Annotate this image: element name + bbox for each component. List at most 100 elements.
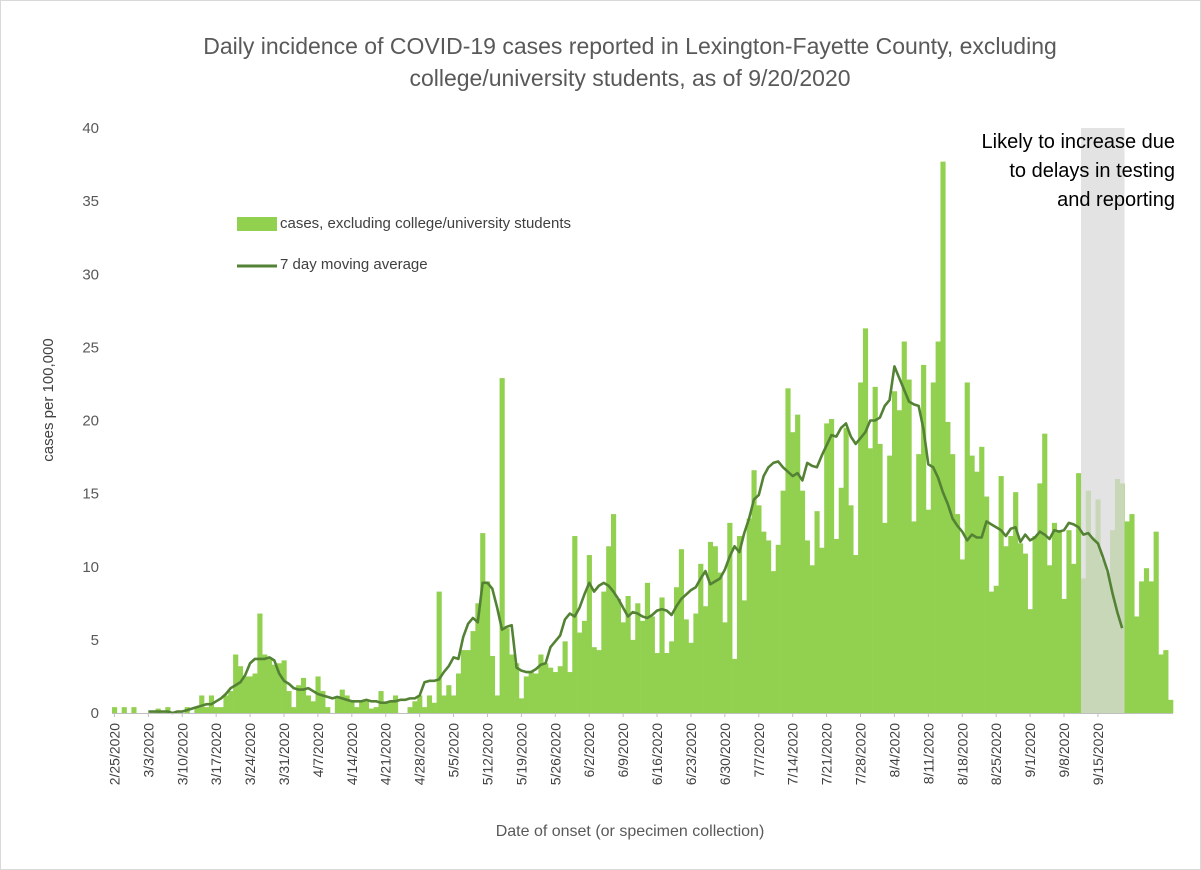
x-tick-label: 6/9/2020 xyxy=(615,723,631,778)
cases-bar xyxy=(1061,598,1067,713)
cases-bar xyxy=(131,707,137,713)
cases-bar xyxy=(204,707,210,713)
cases-bar xyxy=(988,591,995,713)
cases-bar xyxy=(586,555,592,713)
cases-bar xyxy=(945,421,951,713)
cases-bar xyxy=(213,707,219,713)
cases-bar xyxy=(974,471,980,713)
cases-bar xyxy=(877,443,883,713)
cases-bar xyxy=(1047,565,1053,713)
cases-bar xyxy=(780,490,786,713)
cases-bar xyxy=(625,596,631,713)
cases-bar xyxy=(1042,433,1048,713)
cases-bar xyxy=(630,639,636,714)
delay-shaded-region xyxy=(1080,128,1125,713)
moving-average-line xyxy=(148,365,1124,715)
x-tick-label: 4/28/2020 xyxy=(412,723,428,785)
chart-title: Daily incidence of COVID-19 cases report… xyxy=(120,30,1140,94)
cases-bar xyxy=(766,540,772,713)
cases-bar xyxy=(785,388,791,713)
legend-swatch-bar xyxy=(237,217,277,231)
cases-bar xyxy=(1158,654,1164,713)
cases-bar xyxy=(1163,650,1169,713)
cases-bar xyxy=(223,695,229,713)
cases-bar xyxy=(838,487,844,713)
x-tick-label: 6/23/2020 xyxy=(683,723,699,785)
cases-bar xyxy=(543,663,549,713)
cases-bar xyxy=(930,382,936,713)
cases-bar xyxy=(906,379,912,713)
cases-bar xyxy=(804,540,810,713)
cases-bar xyxy=(485,581,491,714)
cases-bar xyxy=(518,698,525,714)
cases-bar xyxy=(509,654,515,713)
cases-bar xyxy=(591,647,597,713)
cases-bar xyxy=(954,514,961,713)
cases-bar xyxy=(528,672,534,713)
cases-bar xyxy=(969,455,975,713)
cases-bar xyxy=(504,628,510,713)
y-tick-label: 25 xyxy=(82,339,99,356)
cases-bar xyxy=(887,455,893,713)
cases-bar xyxy=(305,695,311,713)
cases-bar xyxy=(291,707,297,713)
moving-average-line-layer xyxy=(148,365,1124,715)
y-tick-label: 10 xyxy=(82,559,99,576)
cases-bar xyxy=(281,660,287,713)
y-tick-label: 15 xyxy=(82,486,99,503)
cases-bar xyxy=(296,685,302,713)
cases-bar xyxy=(1013,492,1019,713)
cases-bar xyxy=(242,676,248,713)
cases-bar xyxy=(601,591,607,713)
cases-bar xyxy=(581,620,588,713)
cases-bar xyxy=(393,695,399,713)
cases-bar xyxy=(722,622,728,713)
y-tick-label: 20 xyxy=(82,413,99,430)
cases-bar xyxy=(746,518,752,713)
x-tick-label: 8/18/2020 xyxy=(954,723,970,785)
y-tick-label: 0 xyxy=(91,705,99,722)
cases-bar xyxy=(683,619,689,713)
cases-bar xyxy=(698,563,704,713)
y-tick-label: 30 xyxy=(82,266,99,283)
y-axis-label: cases per 100,000 xyxy=(40,338,57,462)
x-tick-label: 4/14/2020 xyxy=(344,723,360,785)
legend-label-moving-average: 7 day moving average xyxy=(280,256,428,273)
cases-bar xyxy=(659,597,665,713)
cases-bar xyxy=(853,555,859,713)
cases-bar xyxy=(334,698,340,714)
legend-label-cases: cases, excluding college/university stud… xyxy=(280,215,571,232)
cases-bar xyxy=(218,707,224,713)
cases-bar xyxy=(751,470,757,713)
x-tick-label: 3/17/2020 xyxy=(208,723,224,785)
cases-bar xyxy=(407,707,413,713)
x-tick-label: 7/14/2020 xyxy=(785,723,801,785)
x-tick-label: 9/8/2020 xyxy=(1056,723,1072,778)
cases-bar xyxy=(1148,581,1154,714)
cases-bar xyxy=(112,707,118,713)
cases-bar xyxy=(635,603,641,713)
cases-bar xyxy=(761,531,767,713)
cases-bar xyxy=(359,701,365,713)
cases-bar xyxy=(286,691,292,713)
cases-bar xyxy=(707,541,714,713)
x-tick-label: 5/12/2020 xyxy=(479,723,495,785)
cases-bar xyxy=(354,707,360,713)
legend-swatch-line xyxy=(237,264,277,268)
cases-bar xyxy=(799,490,806,713)
cases-bar xyxy=(320,691,326,713)
cases-bar xyxy=(494,695,500,713)
cases-bar xyxy=(872,386,878,713)
x-tick-label: 9/15/2020 xyxy=(1090,723,1106,785)
y-tick-label: 40 xyxy=(82,120,99,137)
cases-bar xyxy=(1027,609,1033,713)
cases-bar xyxy=(998,476,1004,713)
cases-bar xyxy=(388,701,394,713)
delay-annotation-line-2: to delays in testing xyxy=(1009,160,1175,182)
cases-bar xyxy=(606,546,612,713)
y-tick-label: 5 xyxy=(91,632,99,649)
cases-bar xyxy=(673,587,680,713)
cases-bar xyxy=(959,559,965,713)
cases-bar xyxy=(693,613,699,713)
